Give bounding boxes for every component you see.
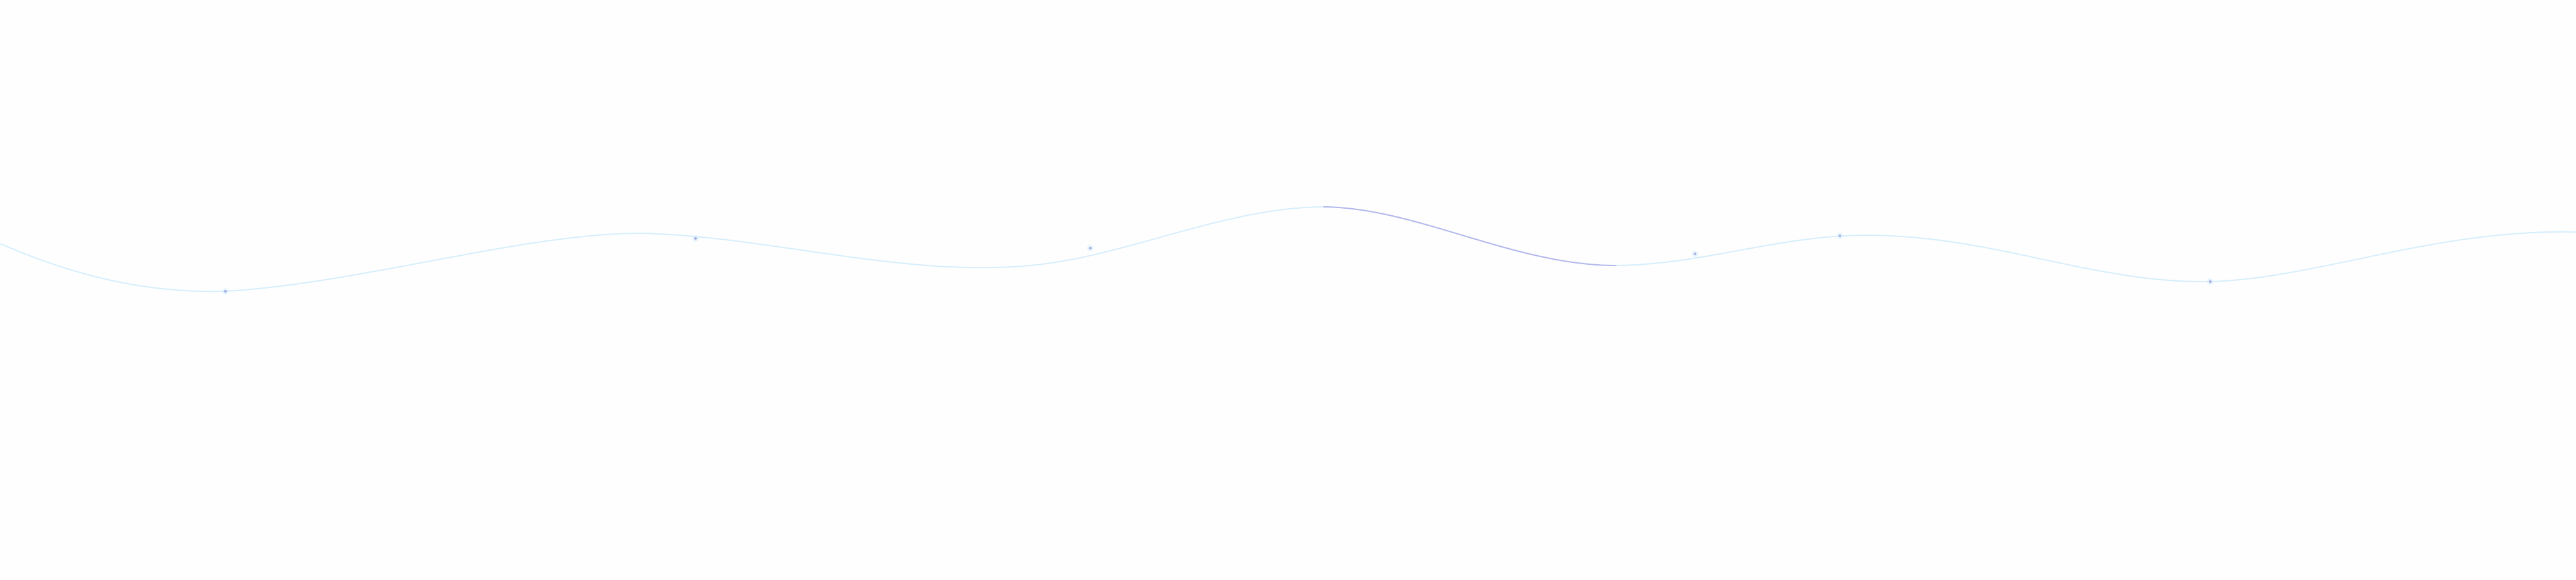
wave-dot	[2209, 280, 2211, 283]
wave-line	[0, 206, 2576, 293]
wave-dot	[1694, 253, 1696, 255]
wave-dots	[222, 233, 2213, 295]
wave-dot	[1089, 247, 1092, 249]
wave-dot	[1839, 235, 1841, 237]
wave-dot	[224, 290, 227, 293]
wave-highlight-segment	[1323, 206, 1617, 266]
wave-dot	[694, 237, 697, 240]
